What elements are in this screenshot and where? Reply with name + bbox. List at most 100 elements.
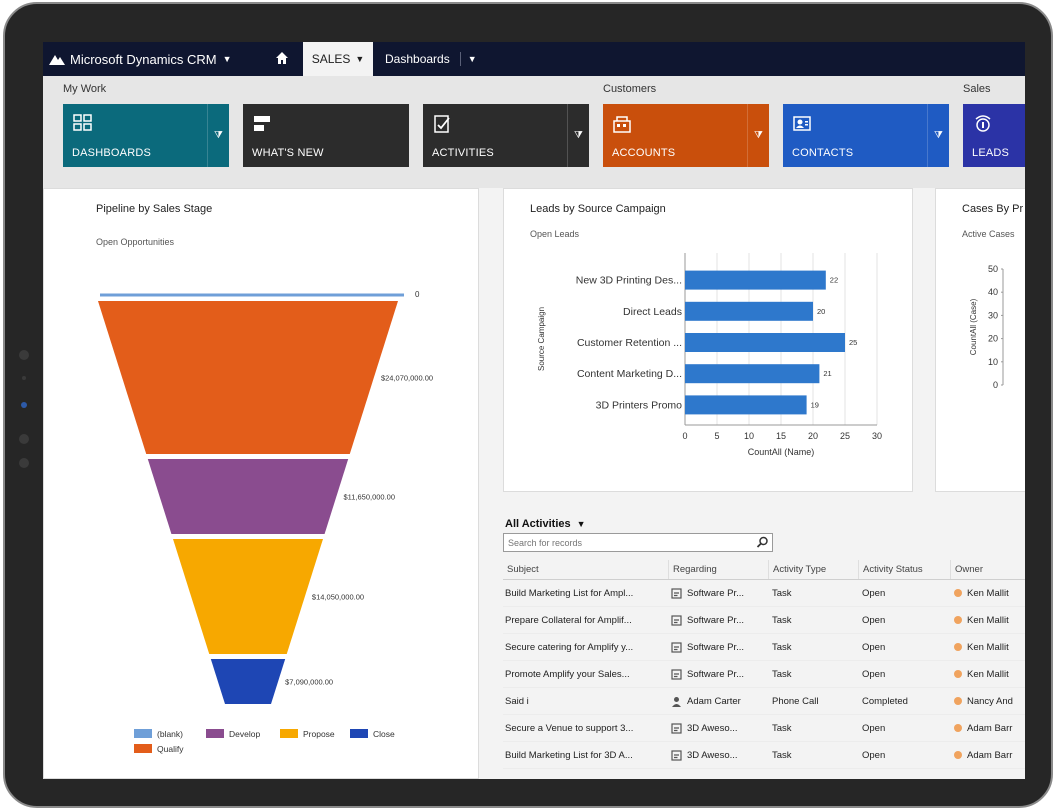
x-tick-label: 20 — [808, 431, 818, 441]
table-row[interactable]: Prepare Collateral for Amplif... Software… — [503, 607, 1025, 634]
tile-dashboards[interactable]: DASHBOARDS ⧩ — [63, 104, 229, 167]
nav-area-sales[interactable]: SALES ▼ — [303, 42, 373, 76]
app-switcher[interactable]: Microsoft Dynamics CRM ▼ — [49, 42, 232, 76]
y-tick-label: 30 — [988, 310, 998, 320]
cell-regarding[interactable]: Software Pr... — [671, 580, 766, 606]
filter-icon[interactable]: ⧩ — [747, 104, 769, 167]
y-tick-label: 20 — [988, 334, 998, 344]
cell-subject[interactable]: Build Marketing List for Ampl... — [505, 587, 634, 599]
tile-whats-new[interactable]: WHAT'S NEW — [243, 104, 409, 167]
tile-leads[interactable]: LEADS — [963, 104, 1025, 167]
cell-regarding-text: Software Pr... — [687, 587, 745, 599]
home-icon[interactable] — [275, 51, 289, 65]
side-sensor — [19, 434, 29, 444]
user-icon — [954, 724, 962, 732]
activities-icon — [434, 115, 450, 133]
cell-regarding[interactable]: Software Pr... — [671, 634, 766, 660]
cell-regarding[interactable]: 3D Aweso... — [671, 742, 766, 768]
funnel-value-label: $11,650,000.00 — [343, 493, 395, 502]
campaign-icon — [671, 749, 682, 761]
x-tick-label: 5 — [714, 431, 719, 441]
search-icon[interactable] — [756, 536, 769, 549]
cell-regarding[interactable]: 3D Aweso... — [671, 715, 766, 741]
cell-activity-type: Task — [772, 749, 792, 761]
user-icon — [954, 643, 962, 651]
cell-subject[interactable]: Said i — [505, 695, 529, 707]
cell-regarding[interactable]: Software Pr... — [671, 607, 766, 633]
group-label-my-work: My Work — [63, 83, 107, 95]
table-row[interactable]: Secure a Venue to support 3... 3D Aweso..… — [503, 715, 1025, 742]
cell-subject[interactable]: Secure a Venue to support 3... — [505, 722, 634, 734]
y-tick-label: Customer Retention ... — [577, 337, 682, 349]
column-header-activity-status[interactable]: Activity Status — [858, 560, 950, 579]
cell-owner[interactable]: Adam Barr — [954, 742, 1025, 768]
y-tick-label: 40 — [988, 287, 998, 297]
column-header-regarding[interactable]: Regarding — [668, 560, 768, 579]
activities-view-selector[interactable]: All Activities ▼ — [505, 518, 586, 530]
pipeline-subtitle: Open Opportunities — [96, 237, 175, 247]
table-row[interactable]: Promote Amplify your Sales... Software Pr… — [503, 661, 1025, 688]
column-header-owner[interactable]: Owner — [950, 560, 1025, 579]
nav-dashboards[interactable]: Dashboards ▼ — [385, 42, 477, 76]
tile-activities[interactable]: ACTIVITIES ⧩ — [423, 104, 589, 167]
app-title: Microsoft Dynamics CRM — [70, 51, 217, 67]
pipeline-panel: Pipeline by Sales Stage Open Opportuniti… — [43, 188, 479, 779]
legend-swatch — [134, 744, 152, 753]
cell-subject[interactable]: Prepare Collateral for Amplif... — [505, 614, 632, 626]
cell-owner[interactable]: Nancy And — [954, 688, 1025, 714]
side-sensor — [19, 458, 29, 468]
table-row[interactable]: Build Marketing List for Ampl... Software… — [503, 580, 1025, 607]
funnel-segment-develop — [147, 459, 349, 534]
side-sensor — [19, 350, 29, 360]
table-row[interactable]: Secure catering for Amplify y... Software… — [503, 634, 1025, 661]
cell-owner[interactable]: Ken Mallit — [954, 634, 1025, 660]
cell-regarding-text: 3D Aweso... — [687, 749, 738, 761]
side-sensor — [21, 402, 27, 408]
y-axis-title: CountAll (Case) — [969, 298, 978, 355]
cell-owner[interactable]: Ken Mallit — [954, 607, 1025, 633]
y-tick-label: 50 — [988, 264, 998, 274]
cell-regarding[interactable]: Software Pr... — [671, 661, 766, 687]
cell-subject[interactable]: Build Marketing List for 3D A... — [505, 749, 633, 761]
cell-activity-type: Task — [772, 587, 792, 599]
dashboard-content: Pipeline by Sales Stage Open Opportuniti… — [43, 188, 1025, 779]
cell-subject[interactable]: Secure catering for Amplify y... — [505, 641, 634, 653]
cell-subject[interactable]: Promote Amplify your Sales... — [505, 668, 630, 680]
leads-panel: Leads by Source Campaign Open Leads 0 5 10… — [503, 188, 913, 492]
chevron-down-icon: ▼ — [222, 54, 232, 64]
funnel-segment-close — [210, 659, 286, 704]
cell-owner[interactable]: Adam Barr — [954, 715, 1025, 741]
cell-activity-status: Open — [862, 614, 886, 626]
y-tick-label: Content Marketing D... — [577, 368, 682, 380]
search-input[interactable] — [508, 536, 748, 550]
pipeline-title: Pipeline by Sales Stage — [96, 203, 213, 215]
bar — [685, 395, 807, 415]
grid-header: Subject Regarding Activity Type Activity… — [503, 560, 1025, 580]
legend-label: Close — [373, 729, 395, 739]
leads-icon — [975, 115, 991, 132]
x-tick-label: 25 — [840, 431, 850, 441]
tile-contacts[interactable]: CONTACTS ⧩ — [783, 104, 949, 167]
column-header-subject[interactable]: Subject — [507, 564, 539, 575]
column-header-activity-type[interactable]: Activity Type — [768, 560, 858, 579]
whats-new-icon — [254, 116, 270, 131]
funnel-value-label: 0 — [415, 290, 420, 299]
filter-icon[interactable]: ⧩ — [567, 104, 589, 167]
x-tick-label: 15 — [776, 431, 786, 441]
cell-owner[interactable]: Ken Mallit — [954, 580, 1025, 606]
tile-label: WHAT'S NEW — [252, 147, 324, 159]
user-icon — [954, 616, 962, 624]
cell-regarding[interactable]: Adam Carter — [671, 688, 766, 714]
filter-icon[interactable]: ⧩ — [207, 104, 229, 167]
cell-regarding-text: 3D Aweso... — [687, 722, 738, 734]
cell-owner[interactable]: Ken Mallit — [954, 661, 1025, 687]
tile-accounts[interactable]: ACCOUNTS ⧩ — [603, 104, 769, 167]
cell-activity-status: Open — [862, 749, 886, 761]
cases-panel: Cases By Pr Active Cases 50 40 30 20 10 0 Coun… — [935, 188, 1025, 492]
y-tick-label: 3D Printers Promo — [596, 399, 683, 411]
filter-icon[interactable]: ⧩ — [927, 104, 949, 167]
bar-value-label: 20 — [817, 307, 825, 316]
table-row[interactable]: Build Marketing List for 3D A... 3D Aweso… — [503, 742, 1025, 769]
table-row[interactable]: Said i Adam Carter Phone Call Completed Nanc… — [503, 688, 1025, 715]
bar — [685, 364, 820, 384]
